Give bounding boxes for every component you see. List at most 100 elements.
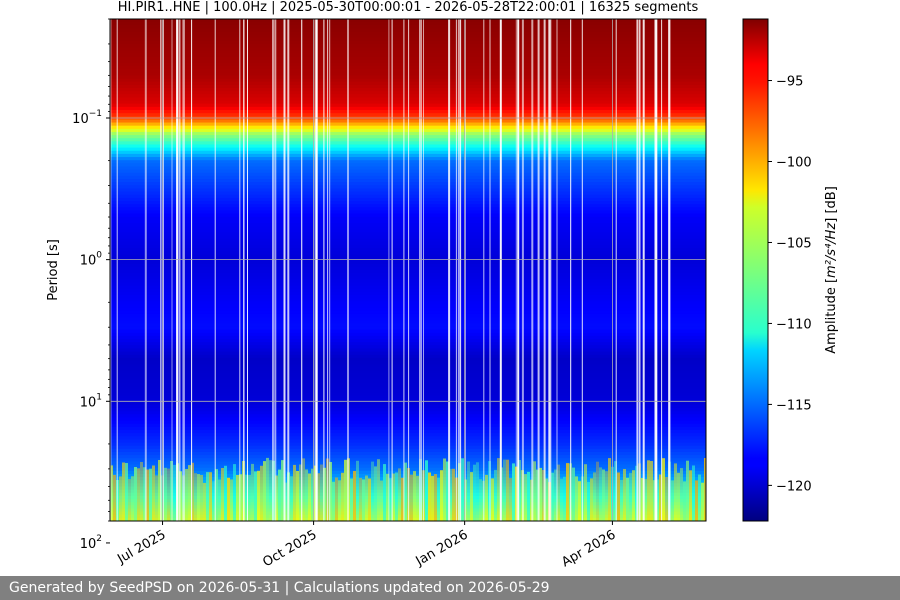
data-gap: [283, 19, 286, 521]
spectrogram-figure: HI.PIR1..HNE | 100.0Hz | 2025-05-30T00:0…: [46, 0, 839, 570]
colorbar-label-units: m²/s⁴/Hz: [824, 222, 839, 278]
spectrogram-column: [377, 459, 380, 521]
spectrogram-band: [110, 100, 706, 105]
spectrogram-band: [110, 62, 706, 67]
spectrogram-column: [584, 464, 587, 521]
spectrogram-band: [110, 445, 706, 450]
spectrogram-band: [110, 317, 706, 321]
data-gap: [247, 19, 248, 521]
spectrogram-column: [650, 461, 653, 521]
spectrogram-band: [110, 367, 706, 371]
data-gap: [110, 19, 112, 521]
spectrogram-column: [509, 478, 512, 521]
spectrogram-band: [110, 455, 706, 459]
spectrogram-band: [110, 282, 706, 287]
spectrogram-column: [491, 478, 494, 521]
spectrogram-band: [110, 204, 706, 208]
spectrogram-column: [335, 477, 338, 521]
spectrogram-column: [686, 460, 689, 521]
spectrogram-column: [305, 469, 308, 521]
spectrogram-band: [110, 191, 706, 196]
spectrogram-column: [605, 471, 608, 521]
spectrogram-column: [155, 475, 158, 521]
data-gap: [499, 19, 502, 521]
spectrogram-column: [632, 470, 635, 521]
colorbar-tick-label: −100: [776, 156, 812, 171]
spectrogram-column: [551, 472, 554, 521]
spectrogram-column: [560, 478, 563, 521]
spectrogram-column: [143, 467, 146, 521]
spectrogram-band: [110, 128, 706, 133]
spectrogram-column: [641, 478, 644, 521]
spectrogram-band: [110, 270, 706, 274]
spectrogram-column: [449, 468, 452, 521]
data-gap: [329, 19, 331, 521]
spectrogram-column: [599, 467, 602, 521]
chart-title: HI.PIR1..HNE | 100.0Hz | 2025-05-30T00:0…: [118, 0, 699, 15]
spectrogram-column: [200, 475, 203, 521]
data-gap: [642, 19, 645, 521]
spectrogram-column: [704, 458, 706, 521]
spectrogram-column: [158, 460, 161, 521]
spectrogram-column: [425, 460, 428, 521]
spectrogram-band: [110, 169, 706, 174]
spectrogram-column: [401, 477, 404, 521]
data-gap: [171, 19, 173, 521]
spectrogram-band: [110, 197, 706, 202]
spectrogram-column: [164, 467, 167, 521]
data-gap: [638, 19, 641, 521]
spectrogram-column: [227, 477, 230, 521]
spectrogram-column: [419, 458, 422, 521]
data-gap: [549, 19, 552, 521]
spectrogram-column: [662, 458, 665, 521]
spectrogram-band: [110, 364, 706, 368]
y-tick-label: 100: [80, 251, 103, 269]
spectrogram-band: [110, 304, 706, 309]
footer-text: Generated by SeedPSD on 2026-05-31 | Cal…: [9, 580, 550, 596]
spectrogram-bands: [110, 19, 706, 521]
data-gap: [521, 19, 524, 521]
spectrogram-column: [221, 468, 224, 521]
spectrogram-band: [110, 229, 706, 233]
data-gap: [489, 19, 491, 521]
spectrogram-column: [695, 480, 698, 521]
spectrogram-band: [110, 329, 706, 334]
data-gap: [544, 19, 546, 521]
spectrogram-band: [110, 22, 706, 26]
spectrogram-column: [467, 461, 470, 521]
colorbar-tick-label: −95: [776, 75, 803, 90]
spectrogram-column: [266, 457, 269, 521]
spectrogram-band: [110, 326, 706, 331]
spectrogram-column: [365, 475, 368, 521]
spectrogram-column: [134, 467, 137, 521]
spectrogram-band: [110, 40, 706, 45]
spectrogram-band: [110, 28, 706, 33]
spectrogram-column: [572, 467, 575, 521]
colorbar-label: Amplitude [m²/s⁴/Hz] [dB]: [824, 186, 839, 354]
spectrogram-column: [188, 465, 191, 521]
spectrogram-column: [413, 471, 416, 521]
data-gap: [408, 19, 410, 521]
spectrogram-column: [353, 471, 356, 521]
spectrogram-band: [110, 150, 706, 155]
spectrogram-band: [110, 125, 706, 130]
spectrogram-column: [566, 463, 569, 521]
spectrogram-band: [110, 84, 706, 89]
spectrogram-column: [446, 461, 449, 521]
data-gap: [419, 19, 421, 521]
spectrogram-column: [656, 479, 659, 521]
spectrogram-band: [110, 442, 706, 447]
data-gap: [287, 19, 290, 521]
data-gap: [214, 19, 216, 521]
spectrogram-band: [110, 219, 706, 224]
spectrogram-column: [614, 461, 617, 521]
spectrogram-column: [293, 464, 296, 521]
data-gap: [570, 19, 572, 521]
spectrogram-band: [110, 47, 706, 51]
spectrogram-band: [110, 244, 706, 249]
spectrogram-column: [623, 469, 626, 521]
spectrogram-column: [140, 462, 143, 521]
spectrogram-column: [590, 478, 593, 521]
spectrogram-band: [110, 263, 706, 268]
spectrogram-column: [497, 458, 500, 521]
